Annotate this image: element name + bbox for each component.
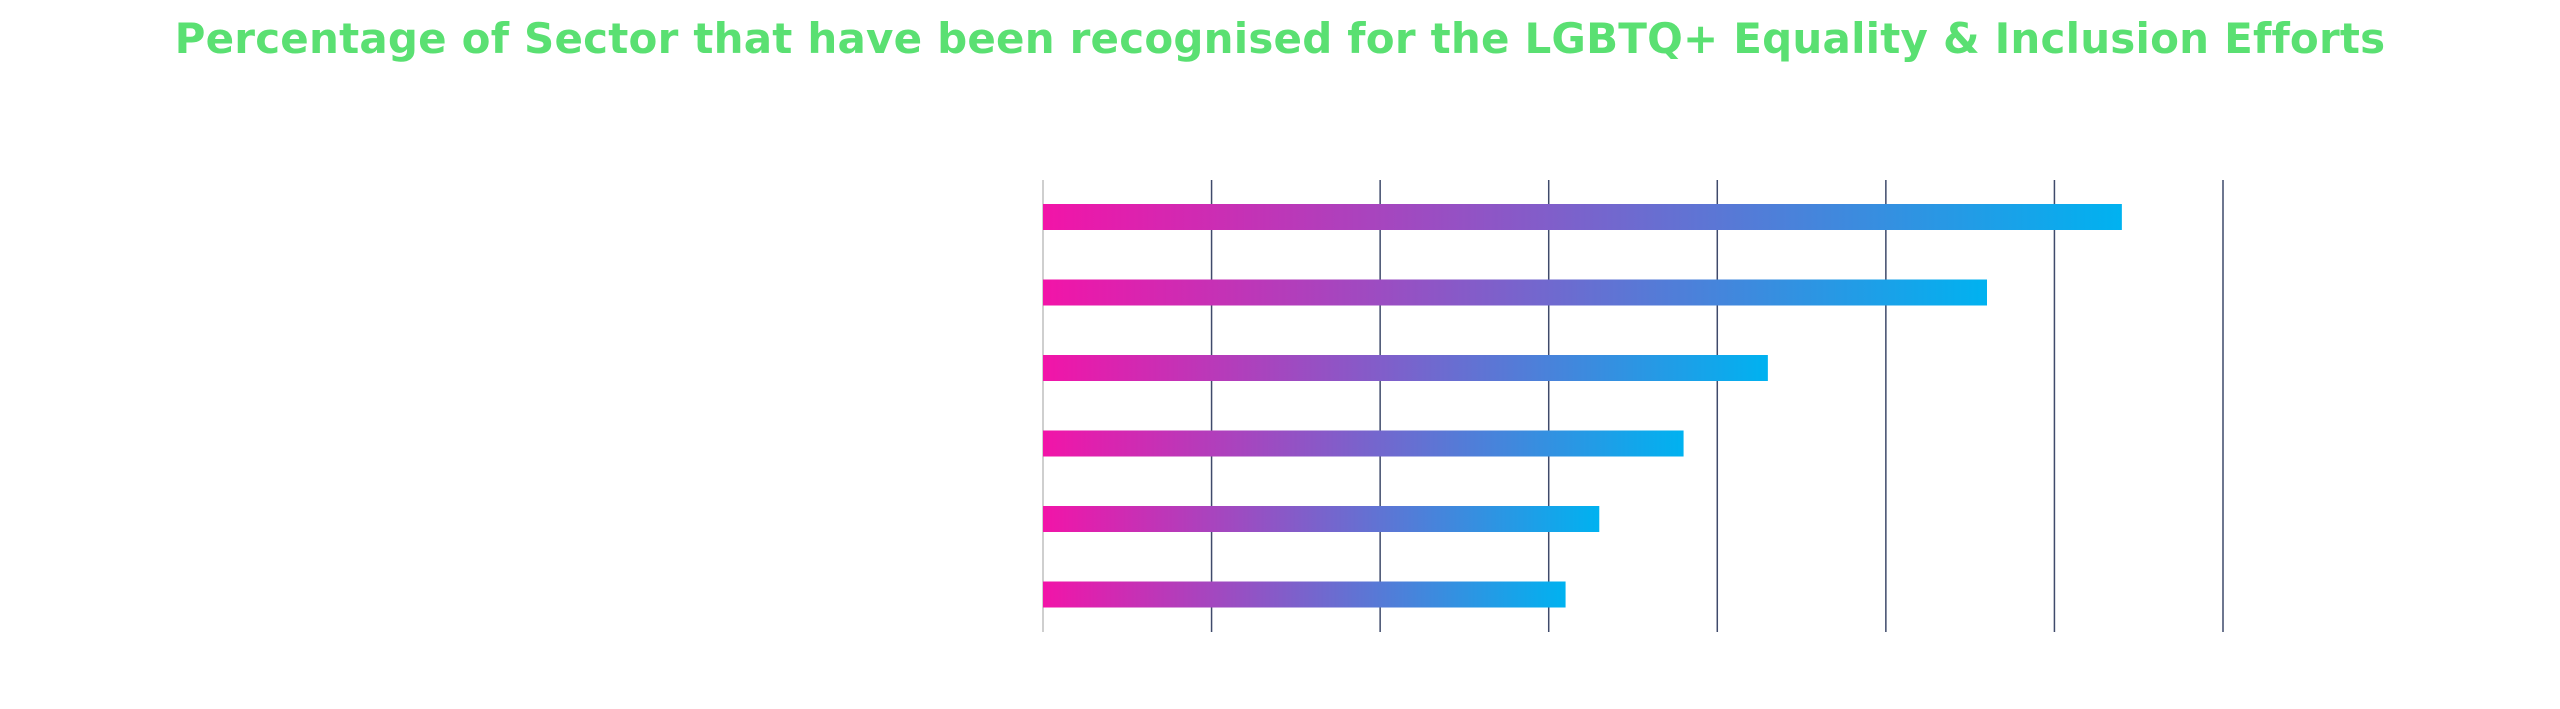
- bar: [1043, 581, 1566, 608]
- gridlines: [1042, 180, 2224, 632]
- chart-title: Percentage of Sector that have been reco…: [174, 14, 2386, 63]
- bar: [1043, 279, 1987, 306]
- bar: [1043, 506, 1600, 532]
- bar: [1043, 355, 1768, 381]
- bars: [1043, 204, 2122, 608]
- bar: [1043, 204, 2122, 230]
- bar: [1043, 430, 1684, 457]
